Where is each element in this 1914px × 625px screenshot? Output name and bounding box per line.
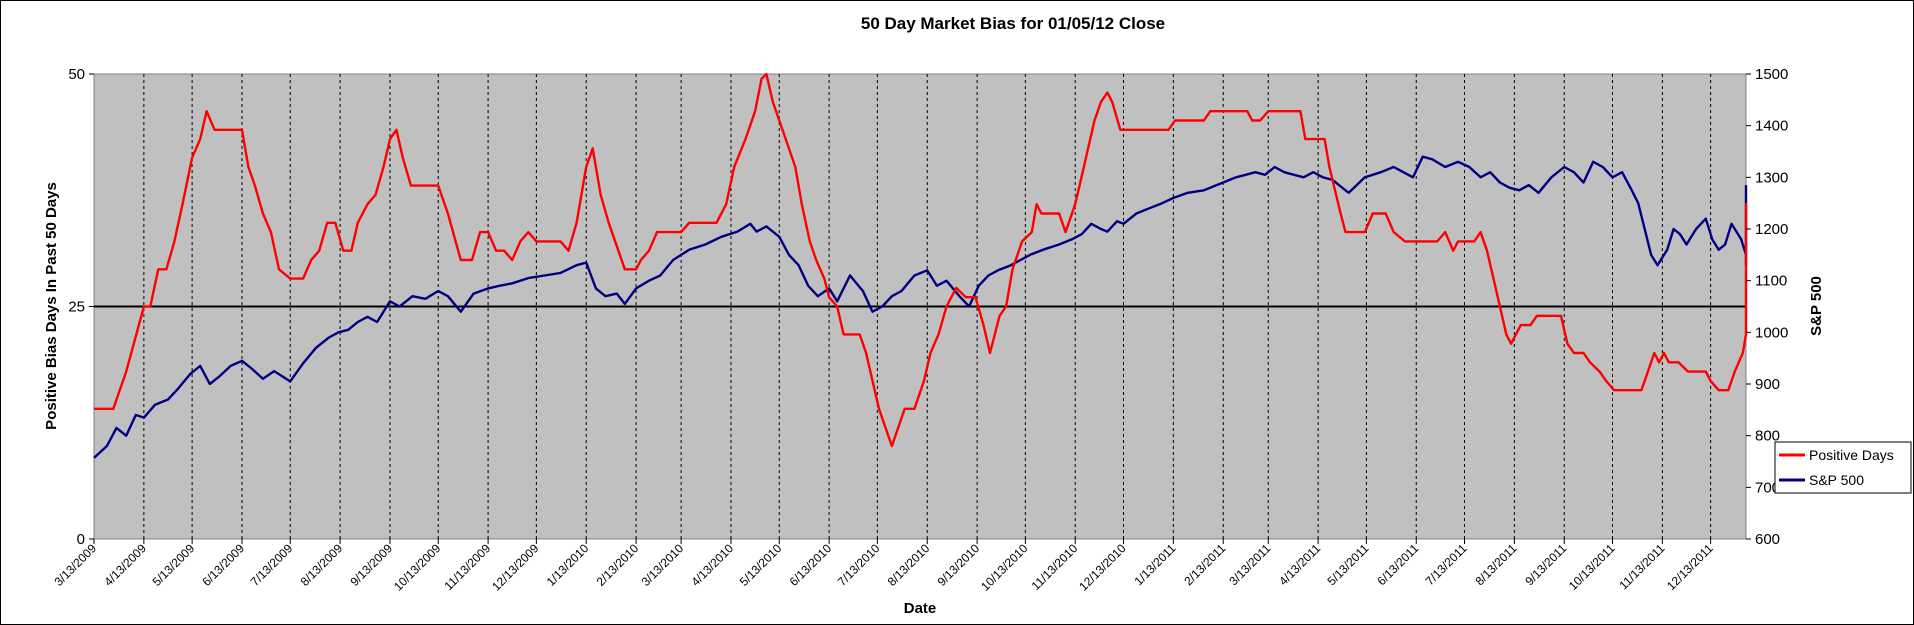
series-layer bbox=[93, 72, 1748, 459]
right-tick-label-5: 1100 bbox=[1755, 273, 1787, 290]
x-tick-label-30: 9/13/2011 bbox=[1522, 541, 1569, 588]
x-tick-label-15: 6/13/2010 bbox=[787, 541, 835, 589]
x-tick-label-32: 11/13/2011 bbox=[1616, 541, 1667, 592]
x-tick-label-14: 5/13/2010 bbox=[737, 541, 785, 589]
x-tick-label-27: 6/13/2011 bbox=[1374, 541, 1421, 588]
right-axis-ticks: 600 700 800 900 1000 1100 1200 1300 1400 1500 bbox=[1746, 66, 1788, 548]
x-tick-label-8: 11/13/2009 bbox=[441, 541, 493, 593]
right-tick-label-2: 800 bbox=[1755, 428, 1780, 445]
right-tick-label-6: 1200 bbox=[1755, 221, 1788, 238]
x-tick-label-3: 6/13/2009 bbox=[199, 541, 247, 589]
x-axis-title: Date bbox=[904, 600, 937, 617]
x-tick-label-21: 12/13/2010 bbox=[1076, 541, 1129, 594]
x-tick-label-22: 1/13/2011 bbox=[1131, 541, 1178, 588]
right-tick-label-7: 1300 bbox=[1755, 169, 1788, 186]
left-tick-label-2: 50 bbox=[68, 66, 85, 83]
left-tick-label-1: 25 bbox=[68, 299, 85, 316]
x-tick-label-9: 12/13/2009 bbox=[489, 541, 542, 594]
x-tick-label-33: 12/13/2011 bbox=[1664, 541, 1716, 593]
x-tick-label-28: 7/13/2011 bbox=[1423, 541, 1470, 588]
x-tick-label-10: 1/13/2010 bbox=[544, 541, 592, 589]
x-tick-label-11: 2/13/2010 bbox=[594, 541, 642, 589]
x-tick-label-7: 10/13/2009 bbox=[391, 541, 444, 594]
legend: Positive Days S&P 500 bbox=[1774, 441, 1912, 494]
x-tick-label-18: 9/13/2010 bbox=[935, 541, 983, 589]
x-axis-ticks: 3/13/2009 4/13/2009 5/13/2009 6/13/2009 7/13… bbox=[51, 539, 1716, 594]
left-axis-title: Positive Bias Days In Past 50 Days bbox=[43, 182, 60, 430]
x-tick-label-26: 5/13/2011 bbox=[1324, 541, 1371, 588]
x-tick-label-6: 9/13/2009 bbox=[347, 541, 395, 589]
series-line-sp500 bbox=[93, 155, 1748, 459]
x-tick-label-13: 4/13/2010 bbox=[688, 541, 736, 589]
right-tick-label-1: 700 bbox=[1755, 479, 1780, 496]
x-tick-label-1: 4/13/2009 bbox=[101, 541, 149, 589]
x-tick-label-23: 2/13/2011 bbox=[1181, 541, 1228, 588]
x-tick-label-17: 8/13/2010 bbox=[885, 541, 933, 589]
x-tick-label-12: 3/13/2010 bbox=[639, 541, 687, 589]
x-tick-label-4: 7/13/2009 bbox=[248, 541, 296, 589]
x-tick-label-31: 10/13/2011 bbox=[1566, 541, 1618, 593]
legend-label-sp500: S&P 500 bbox=[1809, 472, 1864, 488]
x-tick-label-16: 7/13/2010 bbox=[835, 541, 883, 589]
right-tick-label-9: 1500 bbox=[1755, 66, 1788, 83]
legend-box bbox=[1774, 441, 1912, 494]
left-axis-ticks: 0 25 50 bbox=[68, 66, 94, 548]
right-tick-label-8: 1400 bbox=[1755, 118, 1788, 135]
x-tick-label-20: 11/13/2010 bbox=[1029, 541, 1081, 593]
x-tick-label-2: 5/13/2009 bbox=[150, 541, 198, 589]
right-tick-label-4: 1000 bbox=[1755, 324, 1788, 341]
x-tick-label-25: 4/13/2011 bbox=[1276, 541, 1323, 588]
right-tick-label-0: 600 bbox=[1755, 531, 1780, 548]
x-tick-label-5: 8/13/2009 bbox=[298, 541, 346, 589]
right-tick-label-3: 900 bbox=[1755, 376, 1780, 393]
x-tick-label-0: 3/13/2009 bbox=[51, 541, 99, 589]
left-tick-label-0: 0 bbox=[77, 531, 85, 548]
x-tick-label-29: 8/13/2011 bbox=[1472, 541, 1519, 588]
legend-label-positive-days: Positive Days bbox=[1809, 447, 1894, 463]
right-axis-title: S&P 500 bbox=[1808, 276, 1825, 336]
chart-title: 50 Day Market Bias for 01/05/12 Close bbox=[861, 14, 1165, 33]
x-tick-label-19: 10/13/2010 bbox=[978, 541, 1031, 594]
x-tick-label-24: 3/13/2011 bbox=[1226, 541, 1273, 588]
series-line-positive-days bbox=[94, 72, 1748, 448]
